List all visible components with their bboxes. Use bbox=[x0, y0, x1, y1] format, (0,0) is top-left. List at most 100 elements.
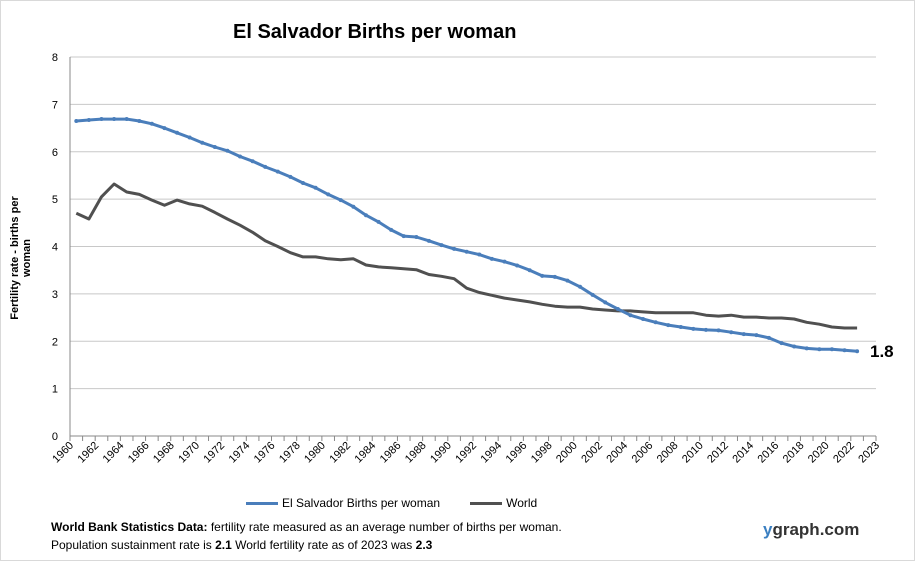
x-tick-label: 2004 bbox=[604, 440, 630, 466]
x-tick-label: 2000 bbox=[554, 440, 580, 466]
x-tick-label: 2012 bbox=[705, 440, 731, 466]
x-tick-label: 1966 bbox=[126, 440, 152, 466]
data-point bbox=[187, 135, 192, 140]
y-tick-label: 1 bbox=[52, 384, 58, 396]
data-point bbox=[578, 284, 583, 289]
legend-item-el-salvador: El Salvador Births per woman bbox=[246, 496, 440, 510]
x-tick-label: 1982 bbox=[327, 440, 353, 466]
x-tick-label: 2002 bbox=[579, 440, 605, 466]
data-point bbox=[86, 118, 91, 123]
x-tick-label: 1996 bbox=[504, 440, 530, 466]
data-point bbox=[477, 252, 482, 257]
data-point bbox=[401, 234, 406, 239]
data-point bbox=[389, 227, 394, 232]
legend-swatch bbox=[470, 501, 503, 505]
legend-label: El Salvador Births per woman bbox=[282, 496, 441, 510]
x-tick-label: 1994 bbox=[479, 440, 505, 466]
data-point bbox=[452, 246, 457, 251]
brand-logo[interactable]: ygraph.com bbox=[763, 520, 859, 540]
data-point bbox=[817, 347, 822, 352]
data-point bbox=[703, 327, 708, 332]
x-tick-label: 1976 bbox=[252, 440, 278, 466]
data-point bbox=[792, 344, 797, 349]
data-point bbox=[653, 320, 658, 325]
note-value: 2.1 bbox=[215, 538, 232, 552]
x-tick-label: 2006 bbox=[630, 440, 656, 466]
y-tick-label: 5 bbox=[52, 194, 58, 206]
x-tick-label: 1978 bbox=[277, 440, 303, 466]
legend-swatch bbox=[246, 501, 278, 505]
source-text: fertility rate measured as an average nu… bbox=[207, 520, 562, 534]
data-point bbox=[200, 140, 205, 145]
data-point bbox=[326, 192, 331, 197]
x-tick-label: 2010 bbox=[680, 440, 706, 466]
y-tick-label: 2 bbox=[52, 336, 58, 348]
legend-label: World bbox=[506, 496, 538, 510]
y-tick-label: 7 bbox=[52, 99, 58, 111]
data-point bbox=[212, 145, 217, 150]
data-point bbox=[641, 316, 646, 321]
data-point bbox=[716, 328, 721, 333]
source-label: World Bank Statistics Data: bbox=[51, 520, 208, 534]
legend-item-world: World bbox=[470, 496, 537, 510]
data-point bbox=[300, 181, 305, 186]
data-point bbox=[74, 118, 79, 123]
x-tick-label: 1980 bbox=[302, 440, 328, 466]
data-point bbox=[855, 349, 860, 354]
data-point bbox=[351, 204, 356, 209]
data-point bbox=[603, 300, 608, 305]
x-tick-label: 2022 bbox=[831, 440, 857, 466]
data-point bbox=[615, 307, 620, 312]
x-tick-label: 1988 bbox=[403, 440, 429, 466]
x-tick-label: 2023 bbox=[856, 440, 882, 466]
footnote: World Bank Statistics Data: fertility ra… bbox=[51, 518, 562, 554]
data-point bbox=[414, 235, 419, 240]
data-point bbox=[829, 347, 834, 352]
data-point bbox=[250, 159, 255, 164]
data-point bbox=[464, 249, 469, 254]
x-tick-label: 2014 bbox=[730, 440, 756, 466]
data-point bbox=[804, 346, 809, 351]
data-point bbox=[112, 117, 117, 122]
chart-title: El Salvador Births per woman bbox=[233, 21, 517, 43]
data-point bbox=[363, 213, 368, 218]
data-point bbox=[678, 325, 683, 330]
brand-y: y bbox=[763, 520, 773, 539]
data-point bbox=[376, 219, 381, 224]
data-point bbox=[275, 169, 280, 174]
x-tick-label: 1998 bbox=[529, 440, 555, 466]
data-point bbox=[313, 185, 318, 190]
data-point bbox=[426, 238, 431, 243]
data-point bbox=[162, 126, 167, 131]
x-tick-label: 2008 bbox=[655, 440, 681, 466]
note-text: World fertility rate as of 2023 was bbox=[231, 538, 416, 552]
data-point bbox=[515, 263, 520, 268]
data-point bbox=[175, 130, 180, 135]
x-tick-label: 2018 bbox=[781, 440, 807, 466]
data-point bbox=[754, 333, 759, 338]
brand-text: graph.com bbox=[772, 520, 860, 539]
data-point bbox=[691, 326, 696, 331]
data-point bbox=[263, 164, 268, 169]
y-tick-label: 0 bbox=[52, 431, 58, 443]
data-point bbox=[779, 341, 784, 346]
data-point bbox=[590, 292, 595, 297]
data-point bbox=[238, 154, 243, 159]
y-tick-label: 4 bbox=[52, 242, 58, 254]
x-tick-label: 1960 bbox=[50, 440, 76, 466]
data-point bbox=[149, 121, 154, 126]
x-tick-label: 1990 bbox=[428, 440, 454, 466]
y-tick-label: 3 bbox=[52, 289, 58, 301]
note-text: Population sustainment rate is bbox=[51, 538, 216, 552]
data-point bbox=[99, 117, 104, 122]
x-tick-label: 1984 bbox=[353, 440, 379, 466]
data-point bbox=[565, 278, 570, 283]
data-point bbox=[842, 348, 847, 353]
x-tick-label: 1962 bbox=[76, 440, 102, 466]
x-tick-label: 1972 bbox=[201, 440, 227, 466]
data-point bbox=[766, 335, 771, 340]
data-point bbox=[502, 259, 507, 264]
x-tick-label: 1974 bbox=[227, 440, 253, 466]
